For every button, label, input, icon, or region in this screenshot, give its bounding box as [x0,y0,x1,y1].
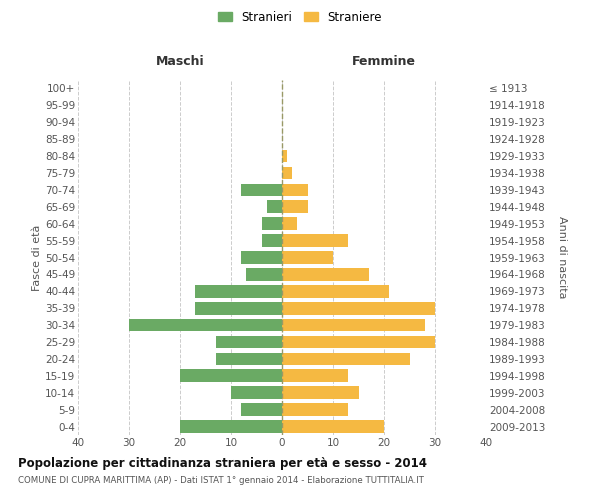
Bar [216,336,282,348]
Bar [196,302,282,314]
Bar [282,166,292,179]
Text: Popolazione per cittadinanza straniera per età e sesso - 2014: Popolazione per cittadinanza straniera p… [18,458,427,470]
Bar [282,285,389,298]
Bar [282,386,359,399]
Text: Maschi: Maschi [155,55,205,68]
Bar [231,386,282,399]
Bar [282,370,348,382]
Bar [266,200,282,213]
Bar [129,319,282,332]
Bar [196,285,282,298]
Bar [241,184,282,196]
Bar [282,234,348,247]
Bar [282,352,409,366]
Bar [282,404,348,416]
Bar [241,251,282,264]
Bar [216,352,282,366]
Bar [282,319,425,332]
Bar [246,268,282,280]
Bar [282,218,298,230]
Text: Femmine: Femmine [352,55,416,68]
Text: COMUNE DI CUPRA MARITTIMA (AP) - Dati ISTAT 1° gennaio 2014 - Elaborazione TUTTI: COMUNE DI CUPRA MARITTIMA (AP) - Dati IS… [18,476,424,485]
Bar [262,234,282,247]
Y-axis label: Anni di nascita: Anni di nascita [557,216,566,298]
Bar [180,420,282,433]
Bar [180,370,282,382]
Y-axis label: Fasce di età: Fasce di età [32,224,42,290]
Bar [282,302,435,314]
Bar [282,268,369,280]
Bar [282,336,435,348]
Bar [282,251,333,264]
Bar [241,404,282,416]
Bar [282,420,384,433]
Bar [282,200,308,213]
Legend: Stranieri, Straniere: Stranieri, Straniere [213,6,387,28]
Bar [282,184,308,196]
Bar [282,150,287,162]
Bar [262,218,282,230]
